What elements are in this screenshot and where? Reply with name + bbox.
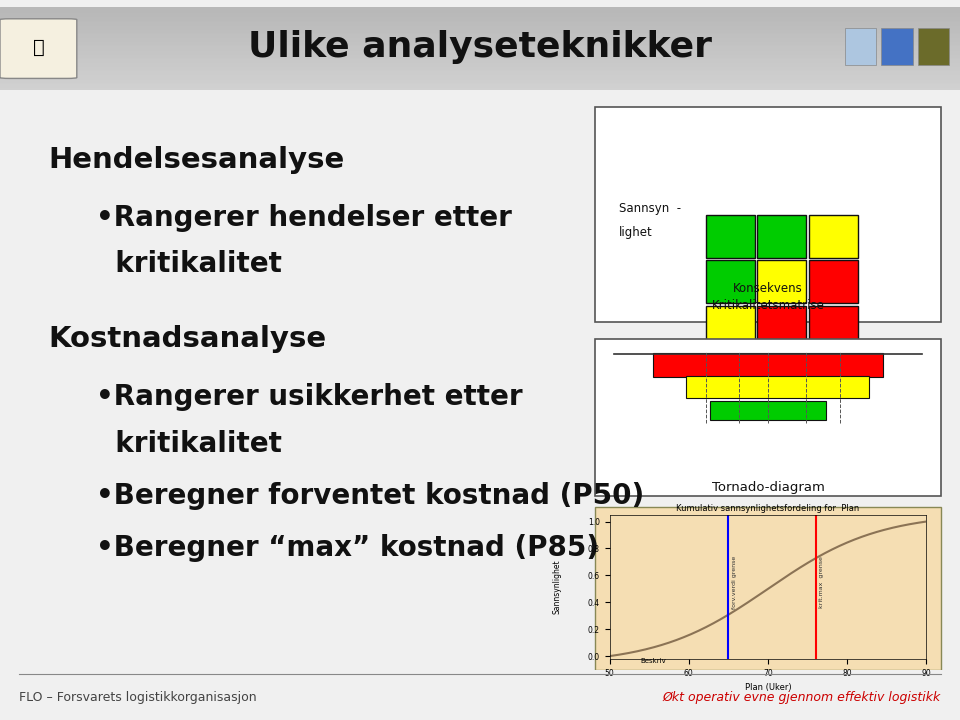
FancyBboxPatch shape (595, 339, 941, 495)
Text: •Beregner forventet kostnad (P50): •Beregner forventet kostnad (P50) (96, 482, 644, 510)
Text: Sannsynlighet: Sannsynlighet (553, 559, 562, 614)
Bar (0, 57, 960, 61)
FancyBboxPatch shape (595, 107, 941, 322)
Text: forv.verdi grense: forv.verdi grense (732, 555, 737, 608)
Text: kritikalitet: kritikalitet (96, 430, 282, 457)
Bar (757, 261, 806, 303)
Text: FLO – Forsvarets logistikkorganisasjon: FLO – Forsvarets logistikkorganisasjon (19, 690, 257, 704)
Bar (0, 49, 960, 53)
Bar (0, 40, 960, 45)
Bar (757, 215, 806, 258)
Text: kritikalitet: kritikalitet (96, 250, 282, 278)
Bar (809, 215, 858, 258)
Bar (0, 7, 960, 12)
FancyBboxPatch shape (0, 19, 77, 78)
Text: Hendelsesanalyse: Hendelsesanalyse (48, 145, 345, 174)
Text: 🦁: 🦁 (33, 37, 44, 56)
FancyBboxPatch shape (595, 508, 941, 670)
Bar (0, 36, 960, 40)
Bar (881, 28, 913, 65)
Bar (0, 65, 960, 69)
Text: Økt operativ evne gjennom effektiv logistikk: Økt operativ evne gjennom effektiv logis… (662, 690, 941, 704)
Bar (0, 32, 960, 36)
Bar (0, 12, 960, 15)
Text: Tornado-diagram: Tornado-diagram (711, 480, 825, 493)
Bar (0, 61, 960, 65)
Bar (845, 28, 876, 65)
Bar (0, 53, 960, 57)
Bar (0, 82, 960, 86)
Bar (0, 15, 960, 19)
Bar (0, 69, 960, 73)
Bar (0, 19, 960, 24)
X-axis label: Plan (Uker): Plan (Uker) (745, 683, 791, 692)
Bar (918, 28, 949, 65)
Bar (0, 78, 960, 82)
Bar (0, 73, 960, 78)
Text: Beskriv: Beskriv (640, 658, 665, 665)
Bar (706, 261, 755, 303)
Bar (0, 28, 960, 32)
Bar (0, 45, 960, 49)
Text: krit.max  grense: krit.max grense (820, 556, 825, 608)
Title: Kumulativ sannsynlighetsfordeling for  Plan: Kumulativ sannsynlighetsfordeling for Pl… (677, 503, 859, 513)
Bar (809, 261, 858, 303)
Text: Konsekvens: Konsekvens (733, 282, 803, 295)
Bar (686, 377, 869, 398)
Bar (710, 400, 826, 420)
Text: •Rangerer hendelser etter: •Rangerer hendelser etter (96, 204, 512, 232)
Text: Ulike analyseteknikker: Ulike analyseteknikker (248, 30, 712, 64)
Bar (706, 305, 755, 348)
Bar (0, 24, 960, 28)
Text: Sannsyn  -: Sannsyn - (619, 202, 682, 215)
Bar (757, 305, 806, 348)
Bar (0, 86, 960, 90)
Bar (706, 215, 755, 258)
Text: •Rangerer usikkerhet etter: •Rangerer usikkerhet etter (96, 383, 522, 411)
Bar (809, 305, 858, 348)
Text: Kritikalitetsmatrise: Kritikalitetsmatrise (711, 299, 825, 312)
Text: lighet: lighet (619, 225, 653, 238)
Bar (653, 353, 883, 377)
Text: •Beregner “max” kostnad (P85): •Beregner “max” kostnad (P85) (96, 534, 599, 562)
Text: Kostnadsanalyse: Kostnadsanalyse (48, 325, 326, 354)
